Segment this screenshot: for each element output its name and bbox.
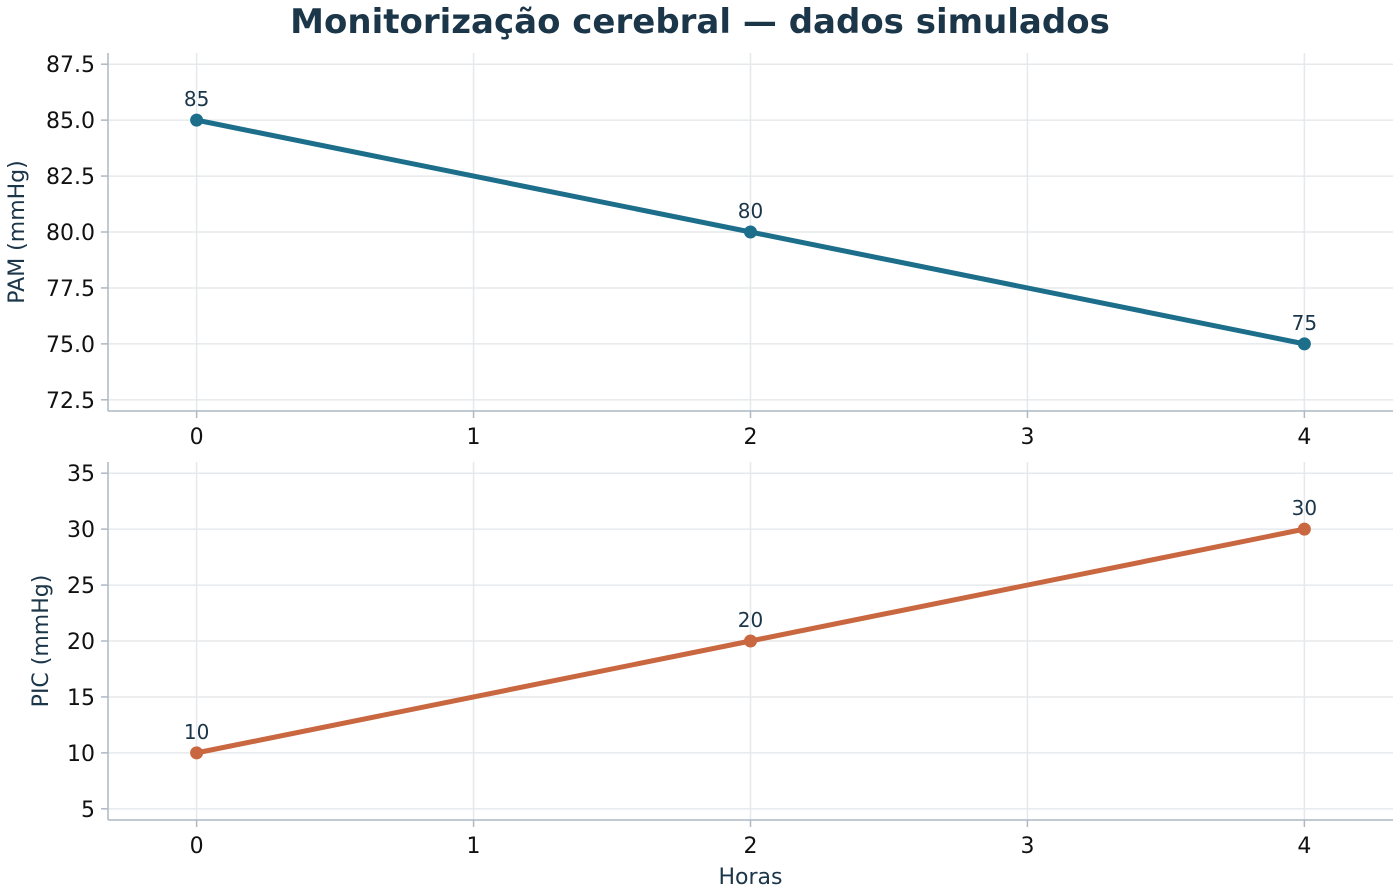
pam-data-point — [744, 225, 757, 239]
pam-data-label: 85 — [184, 87, 209, 111]
pam-y-tick-label: 72.5 — [46, 389, 95, 414]
pic-data-point — [190, 746, 204, 760]
pam-x-tick-label: 1 — [467, 425, 481, 450]
pam-x-tick-label: 3 — [1020, 425, 1034, 450]
pam-y-tick-label: 75.0 — [46, 333, 95, 358]
pic-data-label: 30 — [1292, 496, 1317, 520]
chart-title: Monitorização cerebral — dados simulados — [290, 2, 1110, 42]
pic-data-label: 10 — [184, 720, 209, 744]
pic-x-tick-label: 4 — [1297, 834, 1311, 859]
pam-x-tick-label: 0 — [190, 425, 204, 450]
pam-y-tick-label: 85.0 — [46, 109, 95, 134]
pic-x-tick-label: 0 — [190, 834, 204, 859]
pam-x-tick-label: 2 — [744, 425, 758, 450]
pic-x-axis-label: Horas — [719, 865, 783, 890]
pam-x-tick-label: 4 — [1297, 425, 1311, 450]
pam-data-point — [1297, 337, 1311, 351]
pic-y-tick-label: 30 — [67, 518, 95, 543]
pic-data-label: 20 — [738, 608, 763, 632]
pam-y-axis-label: PAM (mmHg) — [5, 160, 30, 303]
pam-y-tick-label: 80.0 — [46, 221, 95, 246]
pic-x-tick-label: 2 — [744, 834, 758, 859]
pic-y-tick-label: 10 — [67, 742, 95, 767]
pic-y-tick-label: 25 — [67, 574, 95, 599]
pic-x-tick-label: 1 — [467, 834, 481, 859]
pam-y-tick-label: 82.5 — [46, 165, 95, 190]
pam-data-label: 80 — [738, 199, 763, 223]
pam-data-point — [190, 113, 204, 127]
pic-y-tick-label: 35 — [67, 462, 95, 487]
pic-y-tick-label: 20 — [67, 630, 95, 655]
pic-y-tick-label: 15 — [67, 686, 95, 711]
pic-data-point — [744, 634, 757, 648]
pic-x-tick-label: 3 — [1020, 834, 1034, 859]
pam-panel: 72.5 75.0 77.5 80.0 82.5 85.0 87.5 0 1 2 3 4 PAM (mm… — [5, 53, 1393, 450]
pam-y-tick-label: 77.5 — [46, 277, 95, 302]
pic-panel: 5 10 15 20 25 30 35 0 1 2 3 4 PIC (mmHg) Horas 10 20 30 — [29, 462, 1393, 890]
pam-data-label: 75 — [1292, 311, 1317, 335]
pic-y-tick-label: 5 — [81, 798, 95, 823]
pic-y-axis-label: PIC (mmHg) — [29, 575, 54, 708]
pam-y-tick-label: 87.5 — [46, 53, 95, 78]
pic-data-point — [1297, 522, 1311, 536]
